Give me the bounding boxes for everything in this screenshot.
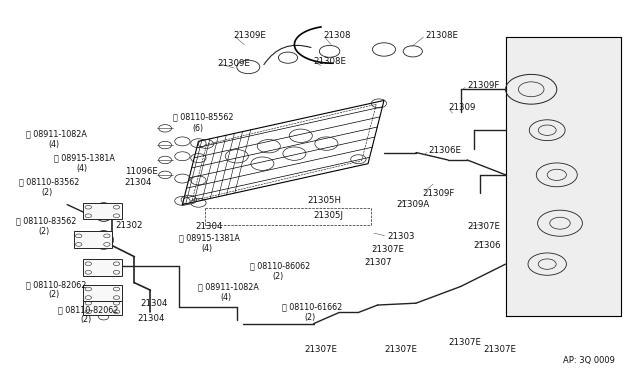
Text: 21307E: 21307E (467, 222, 500, 231)
Text: (6): (6) (192, 124, 203, 133)
Text: ⒱ 08110-85562: ⒱ 08110-85562 (173, 113, 234, 122)
Text: 21309F: 21309F (467, 81, 500, 90)
Text: (2): (2) (48, 291, 60, 299)
Text: 21307E: 21307E (483, 345, 516, 354)
Text: (4): (4) (77, 164, 88, 173)
Polygon shape (182, 100, 384, 205)
Text: 11096E: 11096E (125, 167, 157, 176)
Text: (2): (2) (42, 188, 53, 197)
Text: 21304: 21304 (141, 299, 168, 308)
Text: Ⓧ 08915-1381A: Ⓧ 08915-1381A (179, 234, 240, 243)
Text: 21309E: 21309E (218, 59, 250, 68)
FancyBboxPatch shape (83, 203, 122, 219)
FancyBboxPatch shape (83, 259, 122, 276)
Text: 21307E: 21307E (371, 245, 404, 254)
FancyBboxPatch shape (83, 285, 122, 301)
Text: Ⓧ 08911-1082A: Ⓧ 08911-1082A (26, 129, 86, 138)
Text: (2): (2) (80, 315, 92, 324)
Text: 21306: 21306 (474, 241, 501, 250)
Text: 21307E: 21307E (448, 338, 481, 347)
Text: 21304: 21304 (138, 314, 165, 323)
Text: (4): (4) (221, 293, 232, 302)
Text: (4): (4) (48, 140, 59, 149)
Text: 21307: 21307 (365, 258, 392, 267)
Text: ⒱ 08110-86062: ⒱ 08110-86062 (250, 262, 310, 270)
Text: 21305H: 21305H (307, 196, 341, 205)
Text: Ⓧ 08911-1082A: Ⓧ 08911-1082A (198, 283, 259, 292)
Text: (2): (2) (304, 313, 316, 322)
Text: (4): (4) (202, 244, 212, 253)
Text: (2): (2) (272, 272, 284, 281)
Text: 21304: 21304 (195, 222, 223, 231)
Text: 21309A: 21309A (397, 200, 430, 209)
Text: Ⓥ 08915-1381A: Ⓥ 08915-1381A (54, 154, 115, 163)
Text: ⒱ 08110-82062: ⒱ 08110-82062 (58, 305, 118, 314)
Text: 21303: 21303 (387, 232, 415, 241)
Text: ⒱ 08110-83562: ⒱ 08110-83562 (16, 217, 76, 226)
Text: (2): (2) (38, 227, 50, 236)
Text: 21304: 21304 (125, 178, 152, 187)
Text: 21309F: 21309F (422, 189, 455, 198)
Text: 21308: 21308 (323, 31, 351, 40)
Text: 21305J: 21305J (314, 211, 344, 220)
Text: 21307E: 21307E (304, 345, 337, 354)
Text: ⒱ 08110-82062: ⒱ 08110-82062 (26, 280, 86, 289)
FancyBboxPatch shape (74, 231, 112, 248)
Text: ⒱ 08110-83562: ⒱ 08110-83562 (19, 178, 79, 187)
Text: 21309: 21309 (448, 103, 476, 112)
Text: 21308E: 21308E (426, 31, 459, 40)
Text: 21306E: 21306E (429, 146, 462, 155)
Text: 21308E: 21308E (314, 57, 347, 66)
Text: AP: 3Q 0009: AP: 3Q 0009 (563, 356, 615, 365)
FancyBboxPatch shape (83, 301, 122, 315)
Polygon shape (506, 37, 621, 316)
Text: 21309E: 21309E (234, 31, 266, 40)
Text: 21307E: 21307E (384, 345, 417, 354)
Text: ⒱ 08110-61662: ⒱ 08110-61662 (282, 302, 342, 311)
Text: 21302: 21302 (115, 221, 143, 230)
